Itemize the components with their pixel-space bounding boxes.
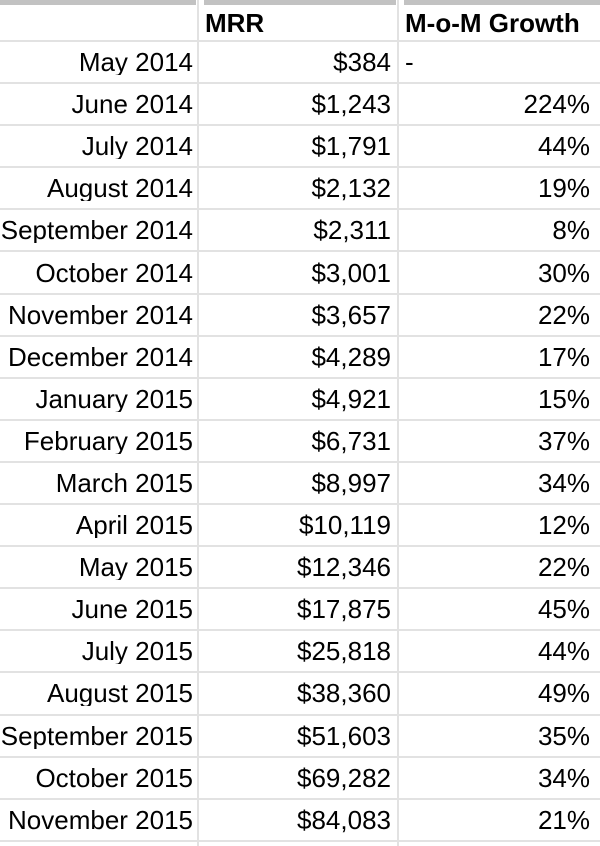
- cell-mrr[interactable]: $84,083: [297, 806, 391, 833]
- cell-mrr[interactable]: $8,997: [311, 469, 391, 496]
- cutoff-row-strip-segment: [204, 0, 396, 5]
- cell-growth[interactable]: 44%: [537, 638, 590, 665]
- cell-mrr[interactable]: $4,921: [311, 385, 391, 412]
- cell-growth[interactable]: 30%: [537, 259, 590, 286]
- cell-month[interactable]: April 2015: [75, 512, 193, 539]
- cell-month[interactable]: October 2015: [35, 764, 193, 791]
- table-row: June 2015 $17,875 45%: [0, 589, 600, 632]
- cell-month[interactable]: July 2015: [81, 638, 193, 665]
- cell-mrr[interactable]: $38,360: [297, 680, 391, 707]
- cell-growth[interactable]: 34%: [537, 764, 590, 791]
- cell-month[interactable]: November 2015: [8, 806, 193, 833]
- cell-month[interactable]: May 2014: [78, 49, 193, 76]
- cell-growth[interactable]: 45%: [537, 596, 590, 623]
- cell-mrr[interactable]: $3,657: [311, 301, 391, 328]
- cell-growth[interactable]: 22%: [537, 301, 590, 328]
- cell-growth[interactable]: -: [405, 49, 414, 76]
- table: MRR M-o-M Growth May 2014 $384 - June 20…: [0, 5, 600, 842]
- table-row: July 2014 $1,791 44%: [0, 126, 600, 169]
- cell-growth[interactable]: 21%: [537, 806, 590, 833]
- header-cell-growth[interactable]: M-o-M Growth: [405, 9, 580, 36]
- table-row: November 2014 $3,657 22%: [0, 295, 600, 337]
- cell-growth[interactable]: 22%: [537, 554, 590, 581]
- cell-mrr[interactable]: $17,875: [297, 596, 391, 623]
- cell-mrr[interactable]: $1,243: [311, 91, 391, 118]
- table-row: November 2015 $84,083 21%: [0, 800, 600, 842]
- cell-month[interactable]: September 2014: [0, 217, 193, 244]
- column-gridline: [197, 0, 199, 846]
- cell-mrr[interactable]: $384: [333, 49, 391, 76]
- cell-month[interactable]: October 2014: [35, 259, 193, 286]
- table-row: August 2015 $38,360 49%: [0, 673, 600, 716]
- cell-month[interactable]: February 2015: [23, 427, 193, 454]
- cell-month[interactable]: March 2015: [55, 469, 193, 496]
- table-row: August 2014 $2,132 19%: [0, 168, 600, 211]
- cell-mrr[interactable]: $6,731: [311, 427, 391, 454]
- cell-month[interactable]: December 2014: [8, 343, 193, 370]
- cell-growth[interactable]: 49%: [537, 680, 590, 707]
- cell-month[interactable]: January 2015: [35, 385, 193, 412]
- cell-mrr[interactable]: $25,818: [297, 638, 391, 665]
- cell-growth[interactable]: 34%: [537, 469, 590, 496]
- table-row: May 2014 $384 -: [0, 42, 600, 85]
- cutoff-row-strip: [0, 0, 600, 5]
- table-row: January 2015 $4,921 15%: [0, 379, 600, 421]
- cell-mrr[interactable]: $69,282: [297, 764, 391, 791]
- cell-mrr[interactable]: $10,119: [298, 512, 391, 539]
- cell-mrr[interactable]: $4,289: [311, 343, 391, 370]
- cell-month[interactable]: June 2015: [71, 596, 193, 623]
- column-gridline: [397, 0, 399, 846]
- table-row: April 2015 $10,119 12%: [0, 505, 600, 548]
- cell-month[interactable]: July 2014: [81, 133, 193, 160]
- cell-mrr[interactable]: $51,603: [297, 722, 391, 749]
- table-row: May 2015 $12,346 22%: [0, 547, 600, 590]
- table-header-row: MRR M-o-M Growth: [0, 5, 600, 42]
- cell-growth[interactable]: 17%: [537, 343, 590, 370]
- table-row: September 2014 $2,311 8%: [0, 210, 600, 253]
- table-row: October 2014 $3,001 30%: [0, 252, 600, 295]
- table-row: December 2014 $4,289 17%: [0, 337, 600, 379]
- cell-mrr[interactable]: $1,791: [311, 133, 391, 160]
- table-row: June 2014 $1,243 224%: [0, 84, 600, 127]
- cell-mrr[interactable]: $2,132: [311, 175, 391, 202]
- cutoff-row-strip-segment: [404, 0, 600, 5]
- table-row: March 2015 $8,997 34%: [0, 463, 600, 506]
- table-row: September 2015 $51,603 35%: [0, 716, 600, 758]
- cell-growth[interactable]: 35%: [537, 722, 590, 749]
- cell-month[interactable]: September 2015: [0, 722, 193, 749]
- cell-mrr[interactable]: $2,311: [313, 217, 391, 244]
- cell-growth[interactable]: 19%: [537, 175, 590, 202]
- cell-growth[interactable]: 44%: [537, 133, 590, 160]
- cell-growth[interactable]: 15%: [537, 385, 590, 412]
- table-row: February 2015 $6,731 37%: [0, 421, 600, 463]
- cell-growth[interactable]: 12%: [537, 512, 590, 539]
- cell-growth[interactable]: 224%: [523, 91, 591, 118]
- cell-mrr[interactable]: $3,001: [311, 259, 391, 286]
- table-row: July 2015 $25,818 44%: [0, 631, 600, 674]
- cell-month[interactable]: November 2014: [8, 301, 193, 328]
- cell-month[interactable]: May 2015: [78, 554, 193, 581]
- cell-month[interactable]: August 2014: [46, 175, 193, 202]
- cell-growth[interactable]: 37%: [537, 427, 590, 454]
- cell-mrr[interactable]: $12,346: [297, 554, 391, 581]
- cutoff-row-strip-segment: [0, 0, 196, 5]
- cell-month[interactable]: June 2014: [71, 91, 193, 118]
- table-row: October 2015 $69,282 34%: [0, 758, 600, 800]
- cell-month[interactable]: August 2015: [46, 680, 193, 707]
- cell-growth[interactable]: 8%: [552, 217, 590, 244]
- header-cell-mrr[interactable]: MRR: [205, 9, 265, 36]
